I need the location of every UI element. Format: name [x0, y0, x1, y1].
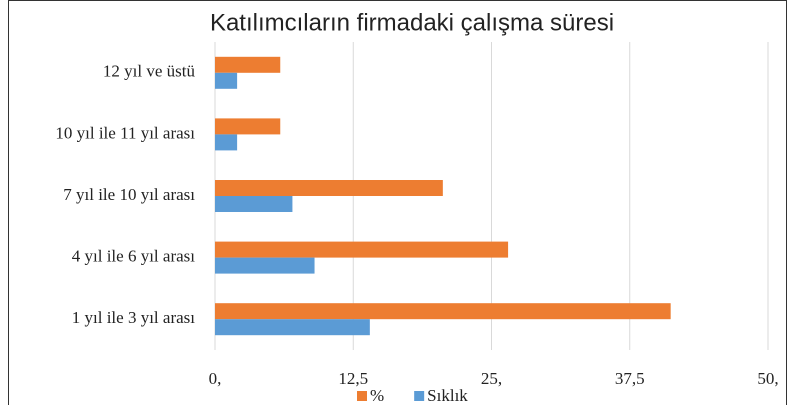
- legend-label: %: [370, 386, 384, 405]
- legend-swatch: [357, 391, 367, 401]
- bar: [215, 257, 315, 274]
- bar: [215, 118, 281, 135]
- bar: [215, 56, 281, 73]
- legend-swatch: [414, 391, 425, 401]
- x-tick-label: 37,5: [615, 369, 645, 388]
- x-tick-label: 50,: [757, 369, 778, 388]
- bar: [215, 134, 238, 151]
- y-tick-label: 4 yıl ile 6 yıl arası: [72, 247, 196, 266]
- bar: [215, 241, 509, 258]
- chart-title: Katılımcıların firmadaki çalışma süresi: [210, 9, 614, 36]
- y-tick-label: 10 yıl ile 11 yıl arası: [55, 123, 195, 142]
- chart-border: [8, 0, 787, 405]
- y-tick-label: 7 yıl ile 10 yıl arası: [63, 185, 195, 204]
- y-tick-label: 12 yıl ve üstü: [103, 62, 196, 81]
- legend-label: Sıklık: [427, 386, 468, 405]
- y-tick-label: 1 yıl ile 3 yıl arası: [72, 308, 196, 327]
- bar: [215, 196, 293, 212]
- x-tick-label: 0,: [209, 369, 222, 388]
- x-tick-label: 25,: [481, 369, 502, 388]
- x-tick-label: 12,5: [338, 369, 368, 388]
- bar: [215, 180, 443, 196]
- bar: [215, 319, 370, 336]
- bar: [215, 303, 671, 320]
- bar: [215, 72, 238, 89]
